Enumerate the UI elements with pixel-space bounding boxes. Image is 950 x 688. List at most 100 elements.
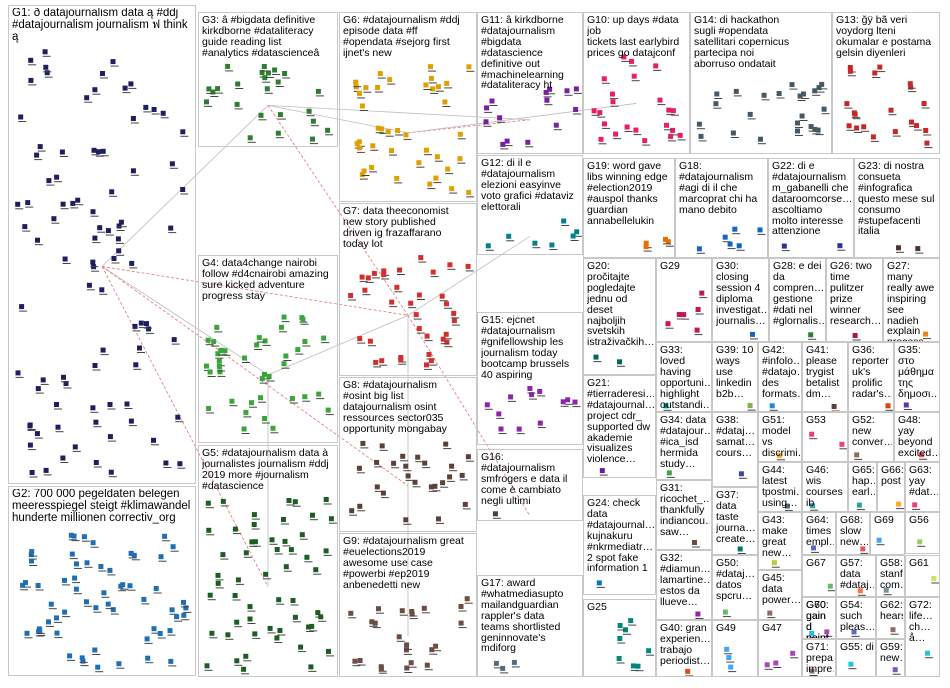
group-label-g70: G70: gain d point — [806, 600, 834, 638]
group-frame-g55: G55: di — [836, 639, 876, 677]
group-frame-g42: G42: #infolo… #datajo… des formats… — [758, 342, 802, 412]
group-label-g26: G26: two time pulitzer prize winner rese… — [830, 261, 881, 341]
group-label-g67: G67 — [806, 558, 834, 596]
group-label-g14: G14: di hackathon sugli #opendata satell… — [694, 15, 830, 153]
group-frame-g27: G27: many really awe inspiring see nadie… — [883, 258, 940, 342]
group-label-g17: G17: award #whatmediasupto mailandguardi… — [481, 578, 581, 676]
group-label-g33: G33: loved having opportuni… highlight o… — [660, 345, 710, 411]
group-frame-g16: G16: #datajournalism smfrogers e data il… — [477, 449, 583, 521]
group-frame-g17: G17: award #whatmediasupto mailandguardi… — [477, 575, 583, 677]
group-frame-g11: G11: â kirkdborne #datajournalism #bigda… — [477, 12, 583, 154]
group-frame-g2: G2: 700 000 pegeldaten belegen meeresspi… — [8, 486, 196, 676]
group-label-g53: G53 — [806, 415, 846, 461]
group-frame-g31: G31: ricochet_… thankfully indiancou… sa… — [656, 480, 712, 550]
group-label-g15: G15: ejcnet #datajournalism #gnifellowsh… — [481, 315, 581, 444]
group-label-g24: G24: check data #datajournal… kujnakuru … — [587, 498, 654, 594]
group-label-g71: G71: prepa… impre… — [806, 642, 834, 676]
group-frame-g26: G26: two time pulitzer prize winner rese… — [826, 258, 883, 342]
group-frame-g41: G41: please trygist betalist dm… — [802, 342, 848, 412]
group-frame-g14: G14: di hackathon sugli #opendata satell… — [690, 12, 832, 154]
group-label-g39: G39: 10 ways use linkedin b2b… — [716, 345, 756, 411]
group-frame-g6: G6: #datajournalism #ddj episode data #f… — [339, 12, 477, 202]
group-frame-g70: G70: gain d point — [802, 597, 836, 639]
group-frame-g71: G71: prepa… impre… — [802, 639, 836, 677]
group-frame-g33: G33: loved having opportuni… highlight o… — [656, 342, 712, 412]
group-frame-g67: G67 — [802, 555, 836, 597]
group-label-g1: G1: ð datajournalism data ą #ddj #datajo… — [12, 8, 194, 483]
group-frame-g61: G61 — [905, 555, 940, 597]
group-frame-g9: G9: #datajournalism great #euelections20… — [339, 533, 477, 677]
group-label-g19: G19: word gave libs winning edge #electi… — [587, 161, 673, 257]
group-frame-g50: G50: #dataj… datos spcru… — [712, 555, 758, 620]
group-frame-g56: G56 — [905, 512, 940, 554]
group-frame-g59: G59: new… — [876, 639, 905, 677]
group-label-g57: G57: data #dataj… — [840, 558, 874, 596]
group-label-g20: G20: pročitajte pogledajte jednu od dese… — [587, 261, 654, 374]
group-label-g8: G8: #datajournalism #osint big list data… — [343, 380, 475, 531]
group-frame-g7: G7: data theeconomist new story publishe… — [339, 203, 477, 376]
group-label-g65: G65: hap… earl… — [852, 465, 875, 511]
group-label-g51: G51: model vs discrimi… — [762, 415, 800, 461]
group-label-g42: G42: #infolo… #datajo… des formats… — [762, 345, 800, 411]
group-frame-g15: G15: ejcnet #datajournalism #gnifellowsh… — [477, 312, 583, 445]
group-frame-g8: G8: #datajournalism #osint big list data… — [339, 377, 477, 532]
group-frame-g68: G68: slow new… — [836, 512, 870, 555]
group-frame-g29: G29 — [656, 258, 712, 342]
group-frame-g23: G23: di nostra consueta #infografica que… — [854, 158, 940, 258]
group-frame-g38: G38: #dataj… samat… cours… — [712, 412, 758, 487]
group-frame-g12: G12: di il e #datajournalism elezioni ea… — [477, 155, 583, 255]
group-label-g5: G5: #datajournalism data à journalistes … — [202, 448, 336, 676]
group-frame-g34: G34: data #datajour… #ica_isd hermida st… — [656, 412, 712, 480]
group-frame-g58: G58: stanf… com… — [876, 555, 905, 597]
group-label-g54: G54: such pleas… — [840, 600, 874, 638]
group-label-g59: G59: new… — [880, 642, 903, 676]
group-label-g30: G30: closing session 4 diploma investiga… — [716, 261, 767, 341]
group-frame-g69: G69 — [870, 512, 905, 555]
group-frame-g37: G37: data taste journa… create… — [712, 487, 758, 555]
group-label-g47: G47 — [762, 623, 800, 676]
group-label-g58: G58: stanf… com… — [880, 558, 903, 596]
group-label-g4: G4: data4change nairobi follow #d4cnairo… — [202, 258, 336, 442]
group-label-g49: G49 — [716, 623, 756, 676]
group-frame-g53: G53 — [802, 412, 848, 462]
group-frame-g35: G35: στο μάθημα της δημοσι… — [894, 342, 940, 412]
group-frame-g28: G28: e dei da compren… gestione #dati ne… — [769, 258, 826, 342]
group-frame-g22: G22: di e #datajournalism m_gabanelli ch… — [768, 158, 854, 258]
group-frame-g13: G13: ğÿ bã veri voydorg lteni okumalar e… — [832, 12, 940, 154]
group-frame-g40: G40: gran experien… trabajo periodist… — [656, 620, 712, 677]
group-label-g38: G38: #dataj… samat… cours… — [716, 415, 756, 486]
group-label-g63: G63: yay #dat… — [909, 465, 938, 511]
group-label-g3: G3: â #bigdata definitive kirkdborne #da… — [202, 15, 336, 146]
group-frame-g20: G20: pročitajte pogledajte jednu od dese… — [583, 258, 656, 375]
group-label-g66: G66: post — [881, 465, 903, 511]
group-frame-g66: G66: post — [877, 462, 905, 512]
group-label-g72: G72: life… ch… å… — [909, 600, 938, 676]
group-frame-g18: G18: #datajournalism #agi di il che marc… — [675, 158, 768, 258]
group-label-g11: G11: â kirkdborne #datajournalism #bigda… — [481, 15, 581, 153]
group-frame-g36: G36: reporter uk's prolific radar's… — [848, 342, 894, 412]
group-label-g28: G28: e dei da compren… gestione #dati ne… — [773, 261, 824, 341]
group-frame-g47: G47 — [758, 620, 802, 677]
group-frame-g1: G1: ð datajournalism data ą #ddj #datajo… — [8, 5, 196, 484]
group-frame-g25: G25 — [583, 599, 656, 677]
group-frame-g57: G57: data #dataj… — [836, 555, 876, 597]
group-label-g35: G35: στο μάθημα της δημοσι… — [898, 345, 938, 411]
group-label-g18: G18: #datajournalism #agi di il che marc… — [679, 161, 766, 257]
group-label-g6: G6: #datajournalism #ddj episode data #f… — [343, 15, 475, 201]
group-label-g29: G29 — [660, 261, 710, 341]
group-frame-g10: G10: up days #data job tickets last earl… — [583, 12, 690, 154]
group-label-g31: G31: ricochet_… thankfully indiancou… sa… — [660, 483, 710, 549]
group-label-g62: G62: hearst… — [880, 600, 903, 638]
group-label-g55: G55: di — [840, 642, 874, 676]
group-frame-g46: G46: wis courses ib — [802, 462, 848, 512]
group-label-g37: G37: data taste journa… create… — [716, 490, 756, 554]
group-label-g16: G16: #datajournalism smfrogers e data il… — [481, 452, 581, 520]
group-label-g52: G52: new conver… — [852, 415, 892, 461]
group-label-g10: G10: up days #data job tickets last earl… — [587, 15, 688, 153]
group-label-g40: G40: gran experien… trabajo periodist… — [660, 623, 710, 676]
group-label-g43: G43: make great new… — [762, 515, 800, 569]
group-frame-g48: G48: yay beyond excited… — [894, 412, 940, 462]
group-frame-g65: G65: hap… earl… — [848, 462, 877, 512]
group-label-g21: G21: #tierraderesi… #datajournal… projec… — [587, 378, 654, 477]
group-label-g48: G48: yay beyond excited… — [898, 415, 938, 461]
